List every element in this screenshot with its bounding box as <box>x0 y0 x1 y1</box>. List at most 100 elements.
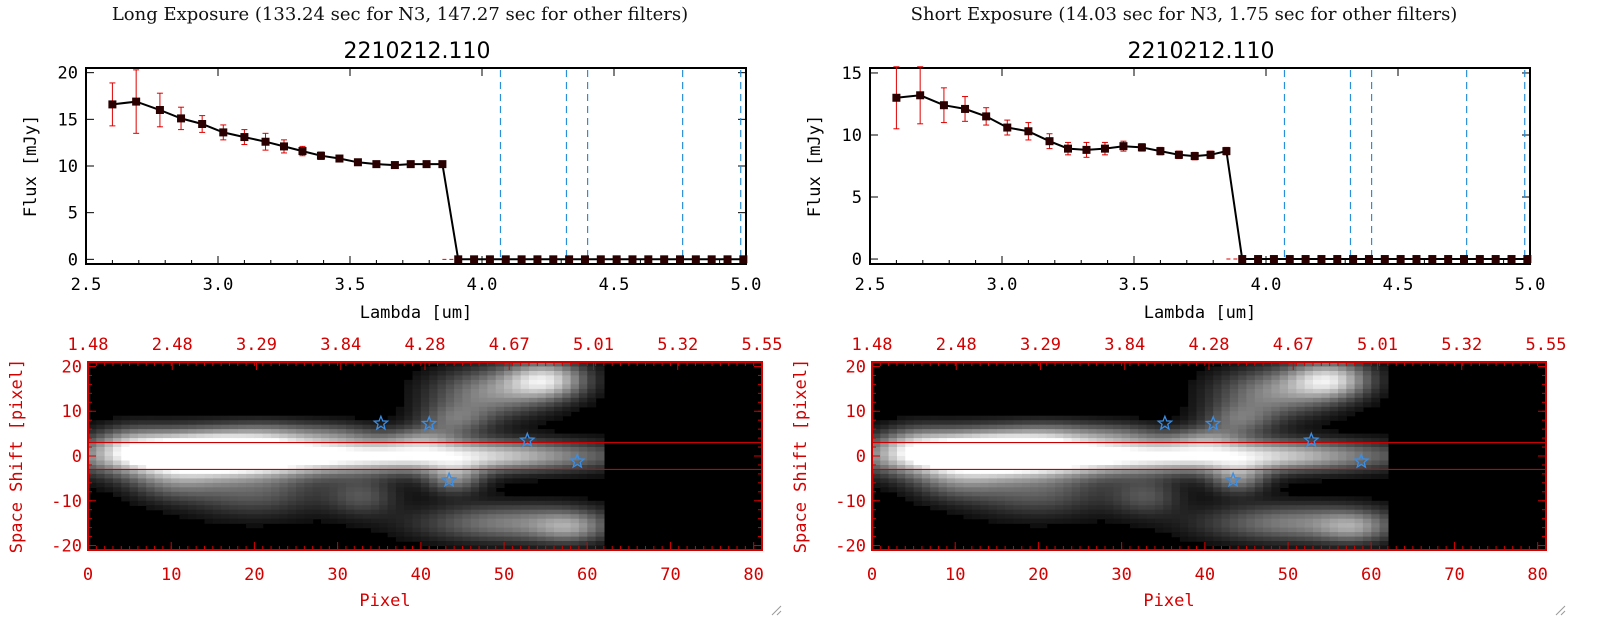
image-pixel <box>1138 505 1148 511</box>
image-pixel <box>88 456 97 462</box>
image-pixel <box>387 465 397 471</box>
image-pixel <box>529 424 538 430</box>
image-pixel <box>121 473 131 479</box>
image-pixel <box>1313 379 1322 385</box>
image-pixel <box>1138 509 1148 515</box>
image-pixel <box>930 420 940 426</box>
image-pixel <box>246 482 255 488</box>
image-pixel <box>1138 500 1148 506</box>
image-pixel <box>362 505 372 511</box>
image-pixel <box>329 424 339 430</box>
image-x-tick-label: 20 <box>244 565 264 585</box>
resize-grip-icon[interactable] <box>770 604 782 616</box>
image-pixel <box>1229 456 1239 462</box>
image-pixel <box>412 478 422 484</box>
image-pixel <box>329 433 339 439</box>
image-pixel <box>1055 465 1064 471</box>
image-pixel <box>963 505 973 511</box>
image-pixel <box>1055 509 1064 515</box>
image-pixel <box>1154 491 1164 497</box>
image-pixel <box>129 442 139 448</box>
image-pixel <box>487 500 497 506</box>
image-pixel <box>1238 518 1247 524</box>
image-pixel <box>963 420 973 426</box>
image-pixel <box>354 518 364 524</box>
image-pixel <box>429 487 439 493</box>
image-pixel <box>938 438 948 444</box>
image-pixel <box>1121 424 1131 430</box>
image-pixel <box>462 451 472 457</box>
image-pixel <box>554 536 563 542</box>
spectrum-data-point <box>501 255 510 264</box>
image-pixel <box>229 478 239 484</box>
image-pixel <box>1304 473 1314 479</box>
image-pixel <box>337 478 347 484</box>
image-pixel <box>1271 482 1281 488</box>
image-pixel <box>520 415 530 421</box>
image-pixel <box>1263 451 1272 457</box>
image-pixel <box>1055 424 1064 430</box>
image-pixel <box>420 491 430 497</box>
image-pixel <box>462 541 472 547</box>
image-pixel <box>1096 469 1106 475</box>
image-pixel <box>1179 415 1189 421</box>
image-pixel <box>897 442 906 448</box>
image-pixel <box>437 469 447 475</box>
image-pixel <box>362 456 372 462</box>
image-pixel <box>963 433 973 439</box>
image-pixel <box>1313 388 1322 394</box>
image-pixel <box>1379 527 1389 533</box>
image-pixel <box>429 379 439 385</box>
image-pixel <box>1080 509 1089 515</box>
image-pixel <box>1229 420 1239 426</box>
image-pixel <box>221 420 230 426</box>
image-pixel <box>520 362 530 368</box>
image-pixel <box>1321 362 1331 368</box>
resize-grip-icon[interactable] <box>1554 604 1566 616</box>
image-pixel <box>1329 371 1339 377</box>
image-pixel <box>187 496 197 502</box>
image-pixel <box>171 456 181 462</box>
image-pixel <box>1138 482 1148 488</box>
image-pixel <box>1321 366 1331 372</box>
image-pixel <box>1321 429 1331 435</box>
image-pixel <box>1213 424 1223 430</box>
image-pixel <box>955 500 965 506</box>
image-pixel <box>529 375 538 381</box>
image-pixel <box>312 460 322 466</box>
image-pixel <box>1338 500 1347 506</box>
star-icon <box>372 414 390 431</box>
image-pixel <box>1080 415 1089 421</box>
image-pixel <box>1246 393 1256 399</box>
image-pixel <box>1213 379 1223 385</box>
image-pixel <box>1130 451 1139 457</box>
image-pixel <box>154 442 164 448</box>
image-pixel <box>387 523 397 529</box>
image-pixel <box>1021 415 1031 421</box>
image-pixel <box>1254 500 1264 506</box>
image-pixel <box>329 429 339 435</box>
image-pixel <box>246 433 255 439</box>
image-pixel <box>1096 415 1106 421</box>
image-pixel <box>1196 478 1206 484</box>
image-pixel <box>221 509 230 515</box>
image-pixel <box>387 491 397 497</box>
image-pixel <box>1354 384 1364 390</box>
image-pixel <box>196 500 206 506</box>
image-pixel <box>1229 518 1239 524</box>
image-pixel <box>487 424 497 430</box>
object-title: 2210212.110 <box>344 39 491 64</box>
image-pixel <box>504 509 513 515</box>
image-pixel <box>1213 451 1223 457</box>
image-pixel <box>254 442 264 448</box>
image-pixel <box>1279 388 1289 394</box>
image-pixel <box>1188 393 1198 399</box>
image-pixel <box>1271 411 1281 417</box>
image-pixel <box>1304 406 1314 412</box>
image-pixel <box>387 415 397 421</box>
image-pixel <box>888 469 898 475</box>
image-pixel <box>905 487 915 493</box>
image-pixel <box>329 415 339 421</box>
image-pixel <box>529 393 538 399</box>
image-pixel <box>971 438 981 444</box>
